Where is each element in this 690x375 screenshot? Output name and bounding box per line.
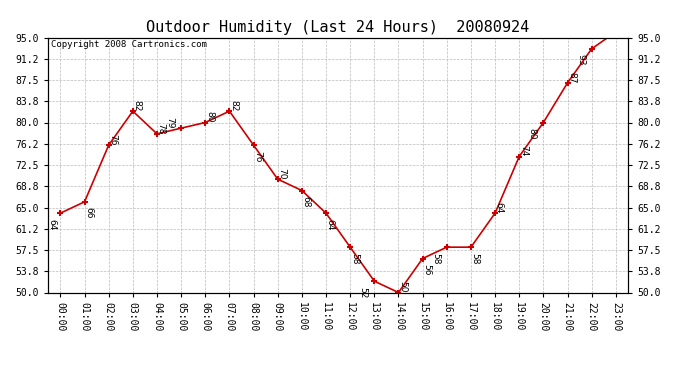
- Text: 76: 76: [253, 150, 262, 162]
- Text: 80: 80: [528, 128, 537, 140]
- Text: 76: 76: [108, 134, 117, 146]
- Text: 50: 50: [398, 281, 407, 293]
- Text: 93: 93: [576, 54, 585, 66]
- Text: 52: 52: [359, 286, 368, 298]
- Text: 78: 78: [157, 123, 166, 134]
- Text: 64: 64: [48, 219, 57, 230]
- Text: 80: 80: [205, 111, 214, 123]
- Text: 64: 64: [326, 219, 335, 230]
- Text: 58: 58: [471, 252, 480, 264]
- Text: 82: 82: [132, 100, 141, 111]
- Text: 74: 74: [519, 145, 528, 157]
- Text: 58: 58: [431, 252, 440, 264]
- Text: 87: 87: [567, 72, 576, 83]
- Text: Copyright 2008 Cartronics.com: Copyright 2008 Cartronics.com: [51, 40, 207, 49]
- Text: 64: 64: [495, 202, 504, 213]
- Text: 66: 66: [84, 207, 93, 219]
- Text: 79: 79: [166, 117, 175, 128]
- Title: Outdoor Humidity (Last 24 Hours)  20080924: Outdoor Humidity (Last 24 Hours) 2008092…: [146, 20, 530, 35]
- Text: 70: 70: [277, 168, 286, 179]
- Text: 58: 58: [350, 252, 359, 264]
- Text: 82: 82: [229, 100, 238, 111]
- Text: 56: 56: [422, 264, 431, 275]
- Text: 68: 68: [302, 196, 310, 207]
- Text: 96: 96: [0, 374, 1, 375]
